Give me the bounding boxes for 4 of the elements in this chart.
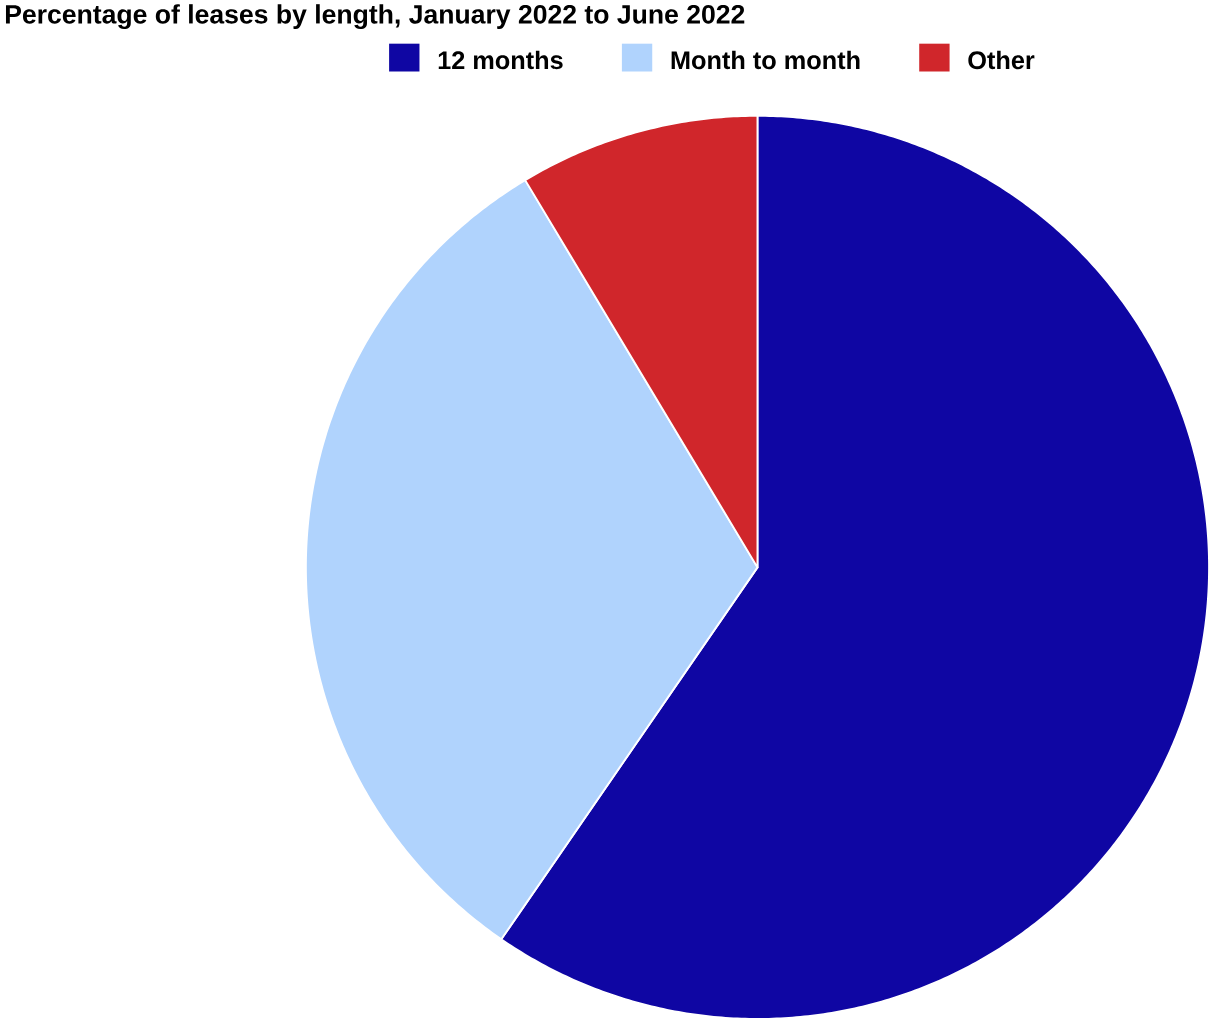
legend-label: Month to month — [671, 50, 860, 70]
legend-label: Other — [968, 50, 1035, 70]
chart-title: Percentage of leases by length, January 2022 to June 2022 — [5, 4, 745, 30]
legend-label: 12 months — [438, 50, 563, 70]
